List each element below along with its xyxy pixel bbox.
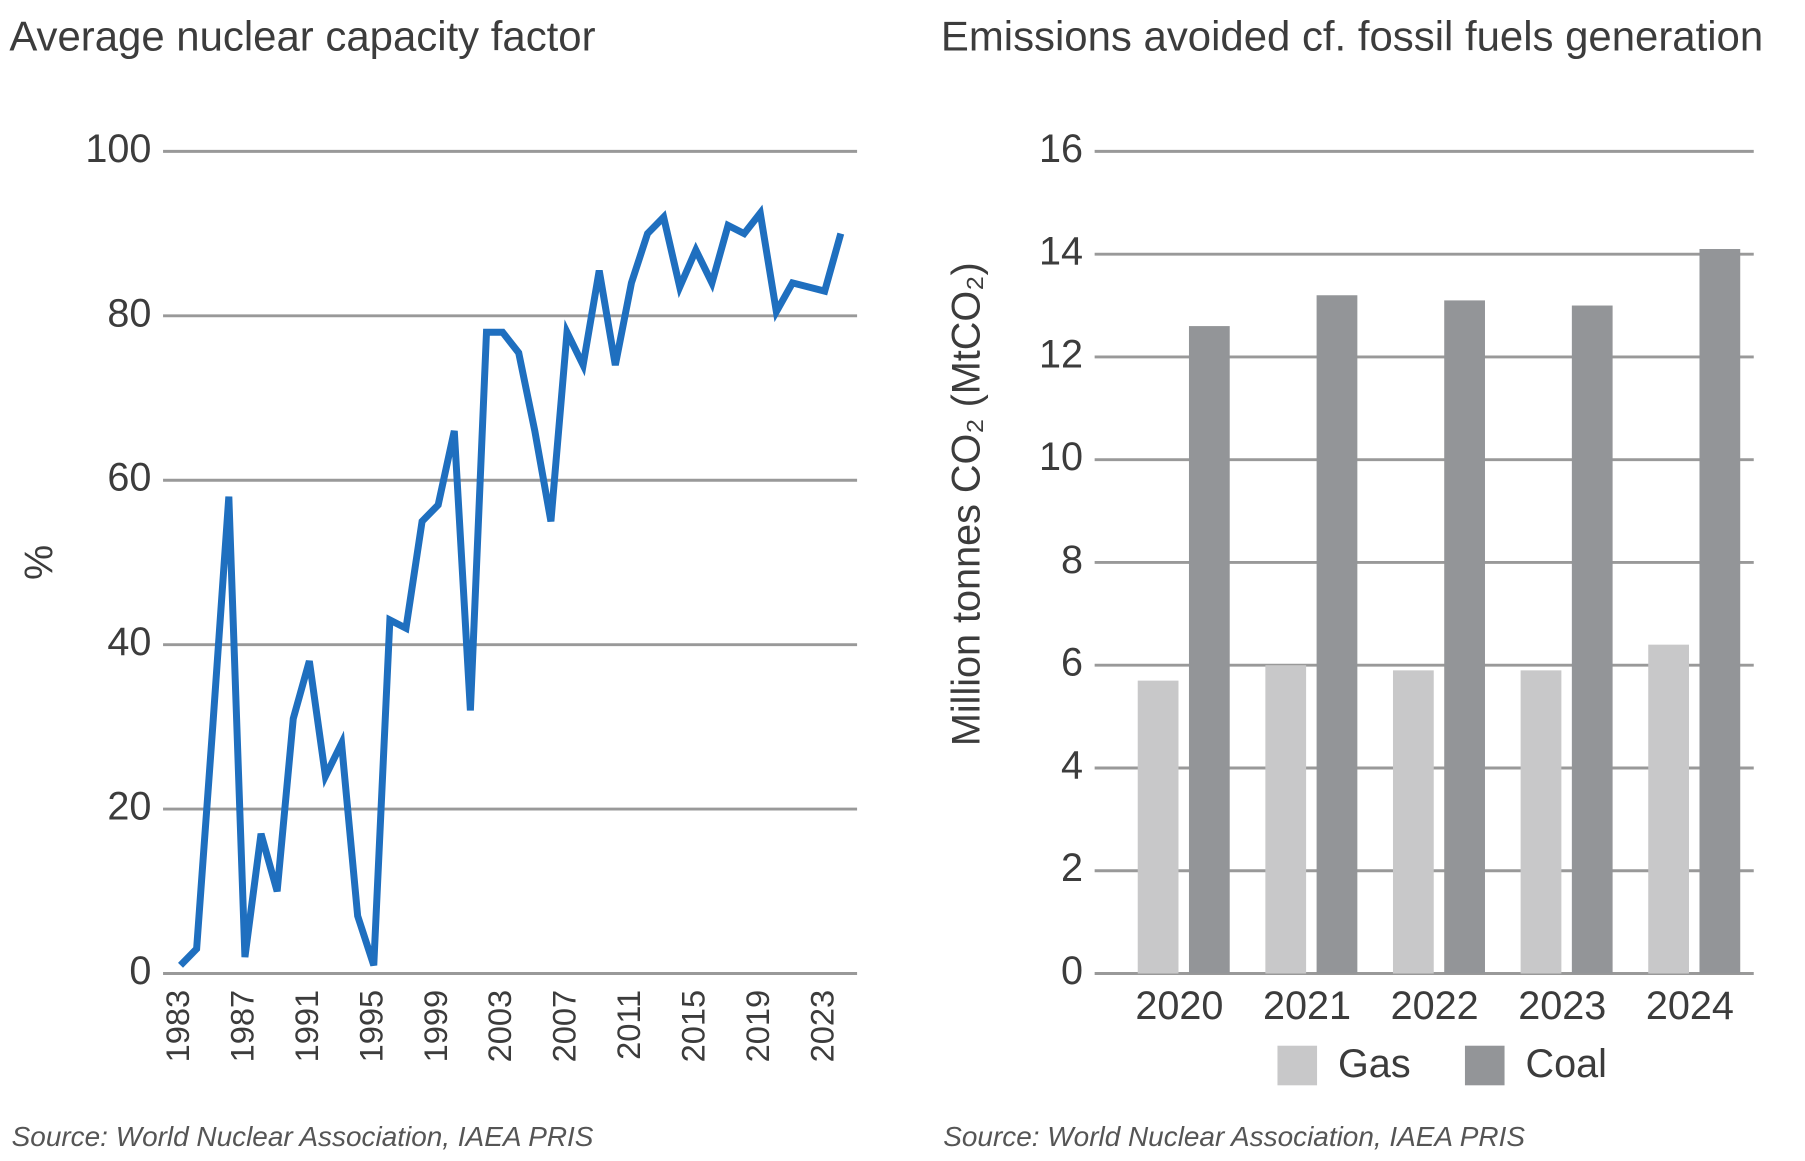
y-tick-label: 20: [107, 785, 151, 829]
x-tick-label: 1995: [352, 990, 389, 1063]
y-tick-label: 6: [1061, 641, 1083, 685]
bar: [1392, 670, 1434, 974]
x-tick-label: 2019: [739, 990, 776, 1063]
y-axis-label: %: [17, 545, 61, 580]
bar: [1699, 249, 1741, 974]
x-tick-label: 2020: [1135, 984, 1223, 1028]
y-tick-label: 12: [1039, 332, 1083, 376]
legend-label: Coal: [1526, 1042, 1607, 1086]
bar: [1265, 665, 1307, 974]
legend-label: Gas: [1338, 1042, 1411, 1086]
x-tick-label: 2021: [1263, 984, 1351, 1028]
x-tick-label: 1991: [288, 990, 325, 1063]
x-tick-label: 2007: [546, 990, 583, 1063]
legend-swatch: [1464, 1045, 1505, 1086]
source: Source: World Nuclear Association, IAEA …: [943, 1121, 1525, 1152]
bar: [1648, 644, 1689, 974]
y-tick-label: 0: [1061, 949, 1083, 993]
bar: [1520, 670, 1562, 974]
y-tick-label: 60: [107, 456, 151, 500]
chart-title: Emissions avoided cf. fossil fuels gener…: [941, 13, 1763, 60]
data-line: [178, 204, 845, 968]
y-axis-label: Million tonnes CO₂ (MtCO₂): [944, 262, 988, 746]
bar: [1188, 326, 1230, 974]
source: Source: World Nuclear Association, IAEA …: [12, 1121, 594, 1152]
x-tick-label: 2022: [1391, 984, 1479, 1028]
y-tick-label: 8: [1061, 538, 1083, 582]
y-tick-label: 10: [1039, 435, 1083, 479]
x-tick-label: 2023: [1518, 984, 1606, 1028]
y-tick-label: 14: [1039, 230, 1083, 274]
x-tick-label: 2023: [803, 990, 840, 1063]
y-tick-label: 4: [1061, 743, 1083, 787]
bar: [1316, 295, 1358, 974]
x-tick-label: 2003: [481, 990, 518, 1063]
y-tick-label: 40: [107, 620, 151, 664]
bar: [1137, 680, 1179, 974]
x-tick-label: 1987: [224, 990, 261, 1063]
y-tick-label: 16: [1039, 127, 1083, 171]
x-tick-label: 1999: [417, 990, 454, 1063]
chart-title: Average nuclear capacity factor: [9, 13, 595, 60]
y-tick-label: 100: [85, 127, 151, 171]
legend-swatch: [1277, 1045, 1318, 1086]
bar: [1444, 300, 1485, 974]
x-tick-label: 2015: [674, 990, 711, 1063]
x-tick-label: 2011: [610, 990, 647, 1060]
y-tick-label: 0: [129, 949, 151, 993]
x-tick-label: 1983: [159, 990, 196, 1063]
y-tick-label: 2: [1061, 846, 1083, 890]
bar: [1571, 305, 1613, 974]
y-tick-label: 80: [107, 291, 151, 335]
x-tick-label: 2024: [1646, 984, 1734, 1028]
